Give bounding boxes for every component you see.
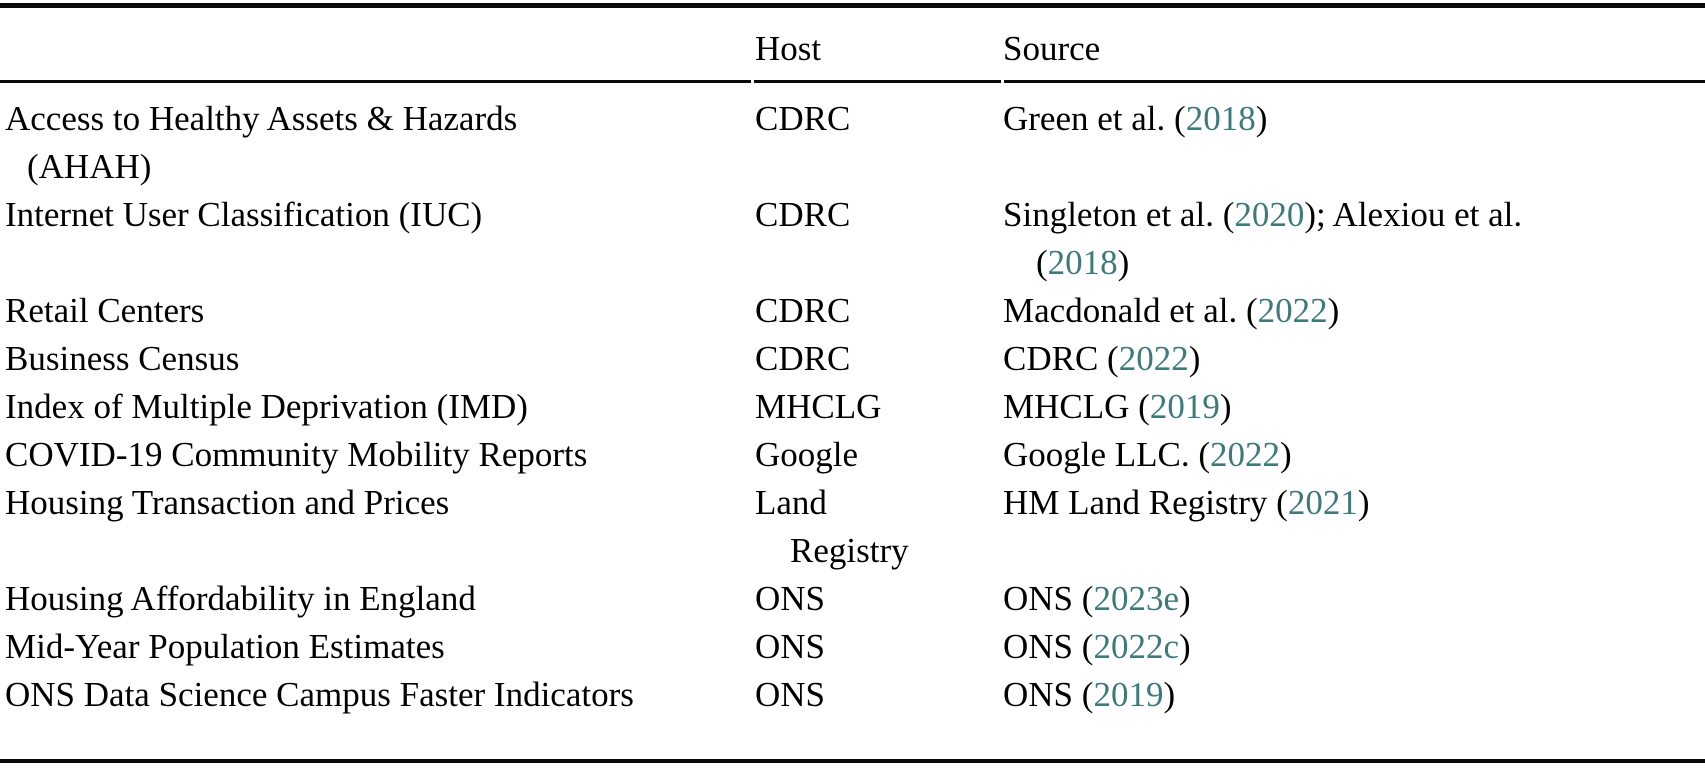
cell-line: CDRC <box>755 291 851 330</box>
host-cell: CDRC <box>755 287 1003 335</box>
host-cell: CDRC <box>755 95 1003 143</box>
citation-year-link[interactable]: 2020 <box>1234 195 1305 234</box>
citation-year-link[interactable]: 2022 <box>1210 435 1281 474</box>
table-bottom-rule <box>0 759 1705 763</box>
host-cell: CDRC <box>755 191 1003 239</box>
cell-line: ONS <box>755 627 826 666</box>
cell-line: Registry <box>790 531 909 570</box>
source-cell: ONS (2023e) <box>1003 575 1705 623</box>
host-cell: ONS <box>755 671 1003 719</box>
host-cell: Land Registry <box>755 479 1003 575</box>
header-rule-segment <box>0 80 751 83</box>
citation-year-link[interactable]: 2022 <box>1118 339 1189 378</box>
host-cell: ONS <box>755 623 1003 671</box>
cell-line: CDRC <box>755 99 851 138</box>
host-cell: CDRC <box>755 335 1003 383</box>
table-row: ONS Data Science Campus Faster Indicator… <box>0 671 1705 719</box>
dataset-name-cell: Housing Affordability in England <box>0 575 755 623</box>
cell-line: Land <box>755 483 827 522</box>
dataset-name-cell: Mid-Year Population Estimates <box>0 623 755 671</box>
cell-line: ONS Data Science Campus Faster Indicator… <box>5 675 634 714</box>
cell-line: MHCLG <box>755 387 882 426</box>
cell-line: Singleton et al. (2020); Alexiou et al. <box>1003 195 1523 234</box>
cell-line: HM Land Registry (2021) <box>1003 483 1370 522</box>
dataset-name-cell: ONS Data Science Campus Faster Indicator… <box>0 671 755 719</box>
source-cell: Macdonald et al. (2022) <box>1003 287 1705 335</box>
header-rule-gap <box>1001 80 1004 83</box>
cell-line: Macdonald et al. (2022) <box>1003 291 1340 330</box>
source-cell: MHCLG (2019) <box>1003 383 1705 431</box>
table-header-row: Host Source <box>0 8 1705 80</box>
column-header-source: Source <box>1003 29 1101 68</box>
data-sources-table: Host Source Access to Healthy Assets & H… <box>0 3 1705 763</box>
cell-line: Google <box>755 435 859 474</box>
cell-line: ONS (2023e) <box>1003 579 1191 618</box>
cell-line: Mid-Year Population Estimates <box>5 627 445 666</box>
table-body: Access to Healthy Assets & Hazards (AHAH)… <box>0 83 1705 759</box>
table-row: Housing Transaction and Prices Land Regist… <box>0 479 1705 575</box>
citation-year-link[interactable]: 2019 <box>1149 387 1220 426</box>
citation-year-link[interactable]: 2018 <box>1047 243 1118 282</box>
cell-line: ONS (2019) <box>1003 675 1176 714</box>
table-row: Mid-Year Population Estimates ONS ONS (202… <box>0 623 1705 671</box>
cell-line: ONS <box>755 675 826 714</box>
citation-year-link[interactable]: 2023e <box>1093 579 1179 618</box>
dataset-name-cell: COVID-19 Community Mobility Reports <box>0 431 755 479</box>
source-cell: ONS (2019) <box>1003 671 1705 719</box>
header-rule-segment <box>1004 80 1705 83</box>
cell-line: Housing Transaction and Prices <box>5 483 450 522</box>
cell-line: Green et al. (2018) <box>1003 99 1268 138</box>
cell-line: CDRC <box>755 339 851 378</box>
citation-year-link[interactable]: 2018 <box>1185 99 1256 138</box>
table-row: COVID-19 Community Mobility Reports Googl… <box>0 431 1705 479</box>
source-cell: Green et al. (2018) <box>1003 95 1705 143</box>
source-cell: Singleton et al. (2020); Alexiou et al. (… <box>1003 191 1705 287</box>
host-cell: ONS <box>755 575 1003 623</box>
citation-year-link[interactable]: 2021 <box>1287 483 1358 522</box>
host-cell: MHCLG <box>755 383 1003 431</box>
host-cell: Google <box>755 431 1003 479</box>
cell-line: ONS (2022c) <box>1003 627 1191 666</box>
cell-line: Retail Centers <box>5 291 205 330</box>
cell-line: Index of Multiple Deprivation (IMD) <box>5 387 528 426</box>
source-cell: ONS (2022c) <box>1003 623 1705 671</box>
cell-line: (2018) <box>1036 243 1130 282</box>
cell-line: COVID-19 Community Mobility Reports <box>5 435 588 474</box>
header-rule-gap <box>751 80 754 83</box>
table-row: Index of Multiple Deprivation (IMD) MHCLG… <box>0 383 1705 431</box>
table-row: Access to Healthy Assets & Hazards (AHAH)… <box>0 95 1705 191</box>
cell-line: Housing Affordability in England <box>5 579 476 618</box>
table-row: Internet User Classification (IUC) CDRC Si… <box>0 191 1705 287</box>
cell-line: MHCLG (2019) <box>1003 387 1232 426</box>
cell-line: ONS <box>755 579 826 618</box>
cell-line: (AHAH) <box>27 147 152 186</box>
table-row: Retail Centers CDRC Macdonald et al. (2022… <box>0 287 1705 335</box>
cell-line: Business Census <box>5 339 240 378</box>
column-header-host: Host <box>755 29 822 68</box>
source-cell: CDRC (2022) <box>1003 335 1705 383</box>
cell-line: CDRC <box>755 195 851 234</box>
dataset-name-cell: Access to Healthy Assets & Hazards (AHAH) <box>0 95 755 191</box>
dataset-name-cell: Index of Multiple Deprivation (IMD) <box>0 383 755 431</box>
cell-line: Google LLC. (2022) <box>1003 435 1292 474</box>
cell-line: Internet User Classification (IUC) <box>5 195 483 234</box>
citation-year-link[interactable]: 2019 <box>1093 675 1164 714</box>
dataset-name-cell: Housing Transaction and Prices <box>0 479 755 527</box>
table-row: Housing Affordability in England ONS ONS (… <box>0 575 1705 623</box>
table-header-rule <box>0 80 1705 83</box>
source-cell: HM Land Registry (2021) <box>1003 479 1705 527</box>
header-rule-segment <box>754 80 1001 83</box>
cell-line: Access to Healthy Assets & Hazards <box>5 99 518 138</box>
dataset-name-cell: Retail Centers <box>0 287 755 335</box>
citation-year-link[interactable]: 2022 <box>1257 291 1328 330</box>
source-cell: Google LLC. (2022) <box>1003 431 1705 479</box>
dataset-name-cell: Internet User Classification (IUC) <box>0 191 755 239</box>
citation-year-link[interactable]: 2022c <box>1093 627 1179 666</box>
table-top-rule <box>0 3 1705 8</box>
cell-line: CDRC (2022) <box>1003 339 1201 378</box>
table-row: Business Census CDRC CDRC (2022) <box>0 335 1705 383</box>
dataset-name-cell: Business Census <box>0 335 755 383</box>
